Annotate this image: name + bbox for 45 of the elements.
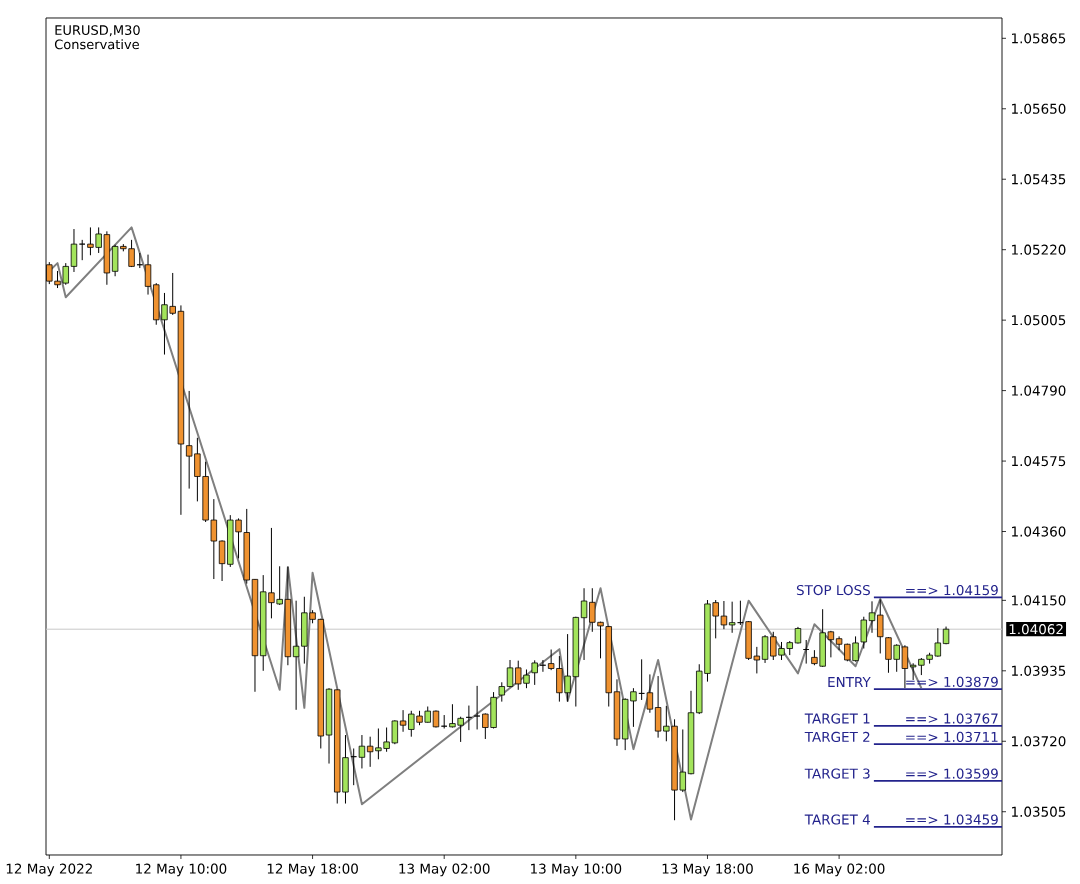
ref-line-label: ENTRY — [828, 677, 871, 687]
ref-line-label: TARGET 4 — [804, 814, 870, 825]
candlestick — [473, 685, 481, 730]
candlestick — [70, 228, 78, 273]
y-tick-label: 1.04575 — [1012, 455, 1066, 467]
x-tick-label: 13 May 18:00 — [662, 863, 753, 877]
y-tick-label: 1.05005 — [1012, 315, 1066, 326]
x-tick-label: 16 May 02:00 — [794, 863, 885, 877]
candlestick — [358, 734, 366, 769]
chart-title: EURUSD,M30 — [55, 25, 140, 37]
y-tick-label: 1.04150 — [1012, 595, 1066, 606]
y-tick-label: 1.04790 — [1012, 385, 1066, 396]
candlestick — [498, 681, 505, 703]
x-tick-label: 13 May 10:00 — [531, 863, 622, 877]
x-tick-label: 12 May 10:00 — [136, 863, 227, 877]
y-tick-label: 1.03505 — [1012, 806, 1066, 817]
candlestick — [79, 239, 86, 261]
y-tick-label: 1.05435 — [1012, 174, 1066, 185]
x-tick-label: 13 May 02:00 — [399, 863, 490, 877]
y-tick-label: 1.03720 — [1012, 736, 1066, 747]
annotation: ==> 1.04159 — [906, 584, 998, 596]
x-tick-label: 12 May 18:00 — [267, 863, 358, 877]
ref-line-label: 1.04062 — [1009, 624, 1063, 635]
annotation: ==> 1.03767 — [906, 713, 998, 724]
y-tick-label: 1.05220 — [1012, 244, 1066, 255]
x-tick-label: 12 May 2022 — [6, 863, 92, 877]
annotation: ==> 1.03599 — [906, 768, 998, 779]
ref-line-label: STOP LOSS — [796, 584, 870, 596]
candlestick — [877, 598, 884, 654]
ref-line-label: TARGET 2 — [804, 731, 870, 743]
y-tick-label: 1.05865 — [1012, 33, 1066, 44]
candlestick — [506, 659, 514, 688]
y-tick-label: 1.03935 — [1012, 665, 1066, 676]
ref-line-label: TARGET 1 — [804, 713, 870, 724]
y-tick-label: 1.04360 — [1012, 526, 1066, 537]
y-tick-label: 1.05650 — [1012, 103, 1066, 114]
candlestick — [868, 600, 876, 634]
annotation: ==> 1.03459 — [906, 814, 998, 825]
candlestick — [144, 254, 152, 296]
candlestick — [646, 673, 654, 714]
candlestick — [728, 601, 736, 634]
candlestick — [531, 659, 538, 686]
annotation: ==> 1.03711 — [906, 731, 998, 743]
text: Conservative — [54, 39, 139, 50]
ref-line-label: TARGET 3 — [804, 768, 870, 779]
